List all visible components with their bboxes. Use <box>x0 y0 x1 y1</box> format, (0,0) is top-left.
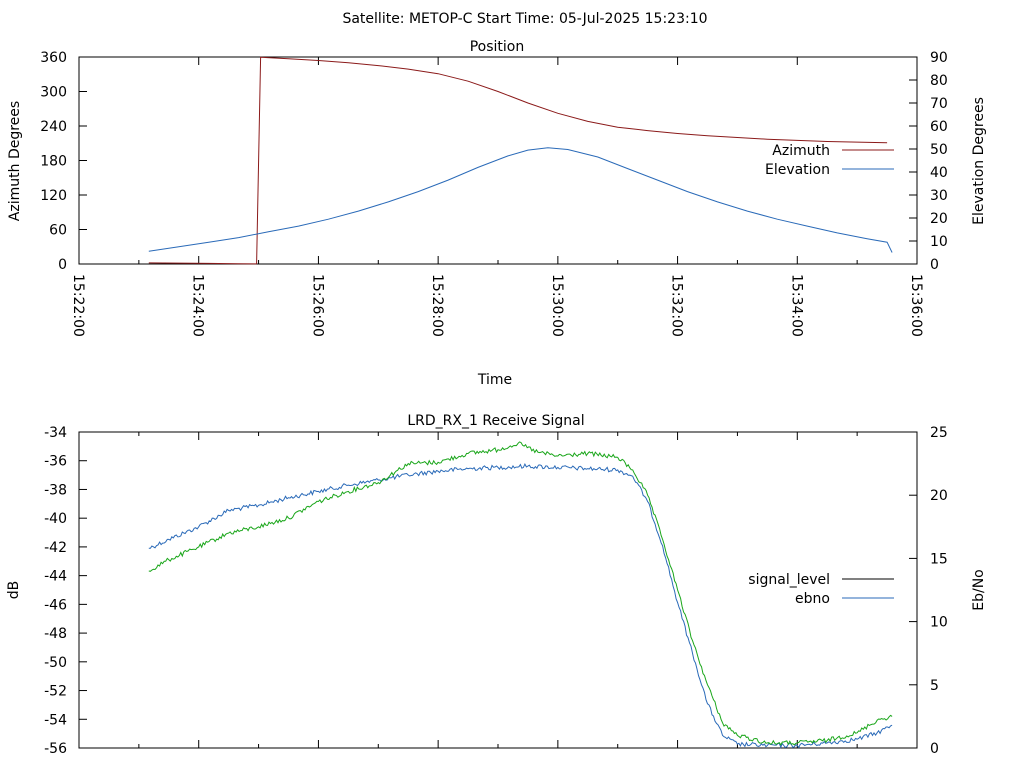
position-series <box>148 56 893 265</box>
y-tick-label: -36 <box>44 454 67 470</box>
signal-plot-frame <box>78 431 918 749</box>
y-tick-label: -50 <box>44 655 67 671</box>
signal-x-ticks <box>78 432 918 748</box>
y2-tick-label: 10 <box>930 615 948 631</box>
y2-tick-label: 90 <box>930 50 948 66</box>
y2-tick-label: 30 <box>930 188 948 204</box>
y-tick-label: 120 <box>40 188 67 204</box>
x-tick-label: 15:36:00 <box>908 274 924 337</box>
signal-y-axis-label: dB <box>6 581 22 600</box>
y2-tick-label: 20 <box>930 211 948 227</box>
y-tick-label: -42 <box>44 540 67 556</box>
signal-chart-title: LRD_RX_1 Receive Signal <box>407 413 584 429</box>
y2-tick-label: 20 <box>930 488 948 504</box>
y2-tick-label: 25 <box>930 425 948 441</box>
position-x-ticks: 15:22:00 15:24:00 15:26:00 15:28:00 15:30:00… <box>70 57 924 337</box>
y2-tick-label: 15 <box>930 551 948 567</box>
y-tick-label: 60 <box>49 223 67 239</box>
y-tick-label: 300 <box>40 85 67 101</box>
series-line-unlabeled <box>148 441 893 746</box>
y-tick-label: -40 <box>44 511 67 527</box>
signal-chart: LRD_RX_1 Receive Signal dB Eb/No -34-36-… <box>6 413 987 757</box>
y-tick-label: 240 <box>40 119 67 135</box>
y-tick-label: -56 <box>44 741 67 757</box>
position-legend: Azimuth Elevation <box>765 143 894 178</box>
position-y2-ticks: 0 10 20 30 40 50 60 70 80 90 <box>909 50 948 273</box>
signal-series <box>148 441 893 749</box>
series-line-ebno <box>148 462 893 749</box>
signal-y2-axis-label: Eb/No <box>971 569 987 611</box>
y2-tick-label: 80 <box>930 73 948 89</box>
y2-tick-label: 50 <box>930 142 948 158</box>
y-tick-label: 0 <box>58 257 67 273</box>
x-tick-label: 15:24:00 <box>190 274 206 337</box>
signal-y2-ticks: 0 5 10 15 20 25 <box>909 425 948 757</box>
y-tick-label: -52 <box>44 684 67 700</box>
position-chart-title: Position <box>470 39 525 55</box>
series-line-elevation <box>148 147 893 253</box>
legend-label-azimuth: Azimuth <box>772 143 830 159</box>
y-tick-label: 360 <box>40 50 67 66</box>
y2-tick-label: 40 <box>930 165 948 181</box>
y2-tick-label: 0 <box>930 741 939 757</box>
y2-tick-label: 10 <box>930 234 948 250</box>
y2-tick-label: 70 <box>930 96 948 112</box>
y-tick-label: -44 <box>44 569 67 585</box>
x-tick-label: 15:22:00 <box>70 274 86 337</box>
y2-tick-label: 5 <box>930 678 939 694</box>
x-tick-label: 15:34:00 <box>788 274 804 337</box>
y-tick-label: -34 <box>44 425 67 441</box>
legend-label-ebno: ebno <box>795 591 830 607</box>
legend-label-signal-level: signal_level <box>748 572 830 588</box>
series-line-azimuth <box>148 56 888 265</box>
y2-tick-label: 60 <box>930 119 948 135</box>
y2-tick-label: 0 <box>930 257 939 273</box>
x-tick-label: 15:32:00 <box>669 274 685 337</box>
x-tick-label: 15:28:00 <box>429 274 445 337</box>
y-tick-label: -38 <box>44 482 67 498</box>
y-tick-label: -48 <box>44 626 67 642</box>
signal-y-ticks: -34 -36 -38 -40 -42 -44 -46 -48 -50 -52 -54 -56 <box>44 425 87 757</box>
position-y-ticks: 0 60 120 180 240 300 360 <box>40 50 87 273</box>
position-plot-frame <box>78 56 918 265</box>
position-chart: Position Azimuth Degrees Elevation Degre… <box>7 39 987 388</box>
position-y2-axis-label: Elevation Degrees <box>971 97 987 225</box>
position-y-axis-label: Azimuth Degrees <box>7 101 23 221</box>
x-tick-label: 15:26:00 <box>309 274 325 337</box>
position-x-axis-label: Time <box>477 372 512 388</box>
x-tick-label: 15:30:00 <box>549 274 565 337</box>
legend-label-elevation: Elevation <box>765 162 830 178</box>
page-title: Satellite: METOP-C Start Time: 05-Jul-20… <box>342 11 707 27</box>
y-tick-label: -46 <box>44 597 67 613</box>
y-tick-label: -54 <box>44 712 67 728</box>
y-tick-label: 180 <box>40 154 67 170</box>
